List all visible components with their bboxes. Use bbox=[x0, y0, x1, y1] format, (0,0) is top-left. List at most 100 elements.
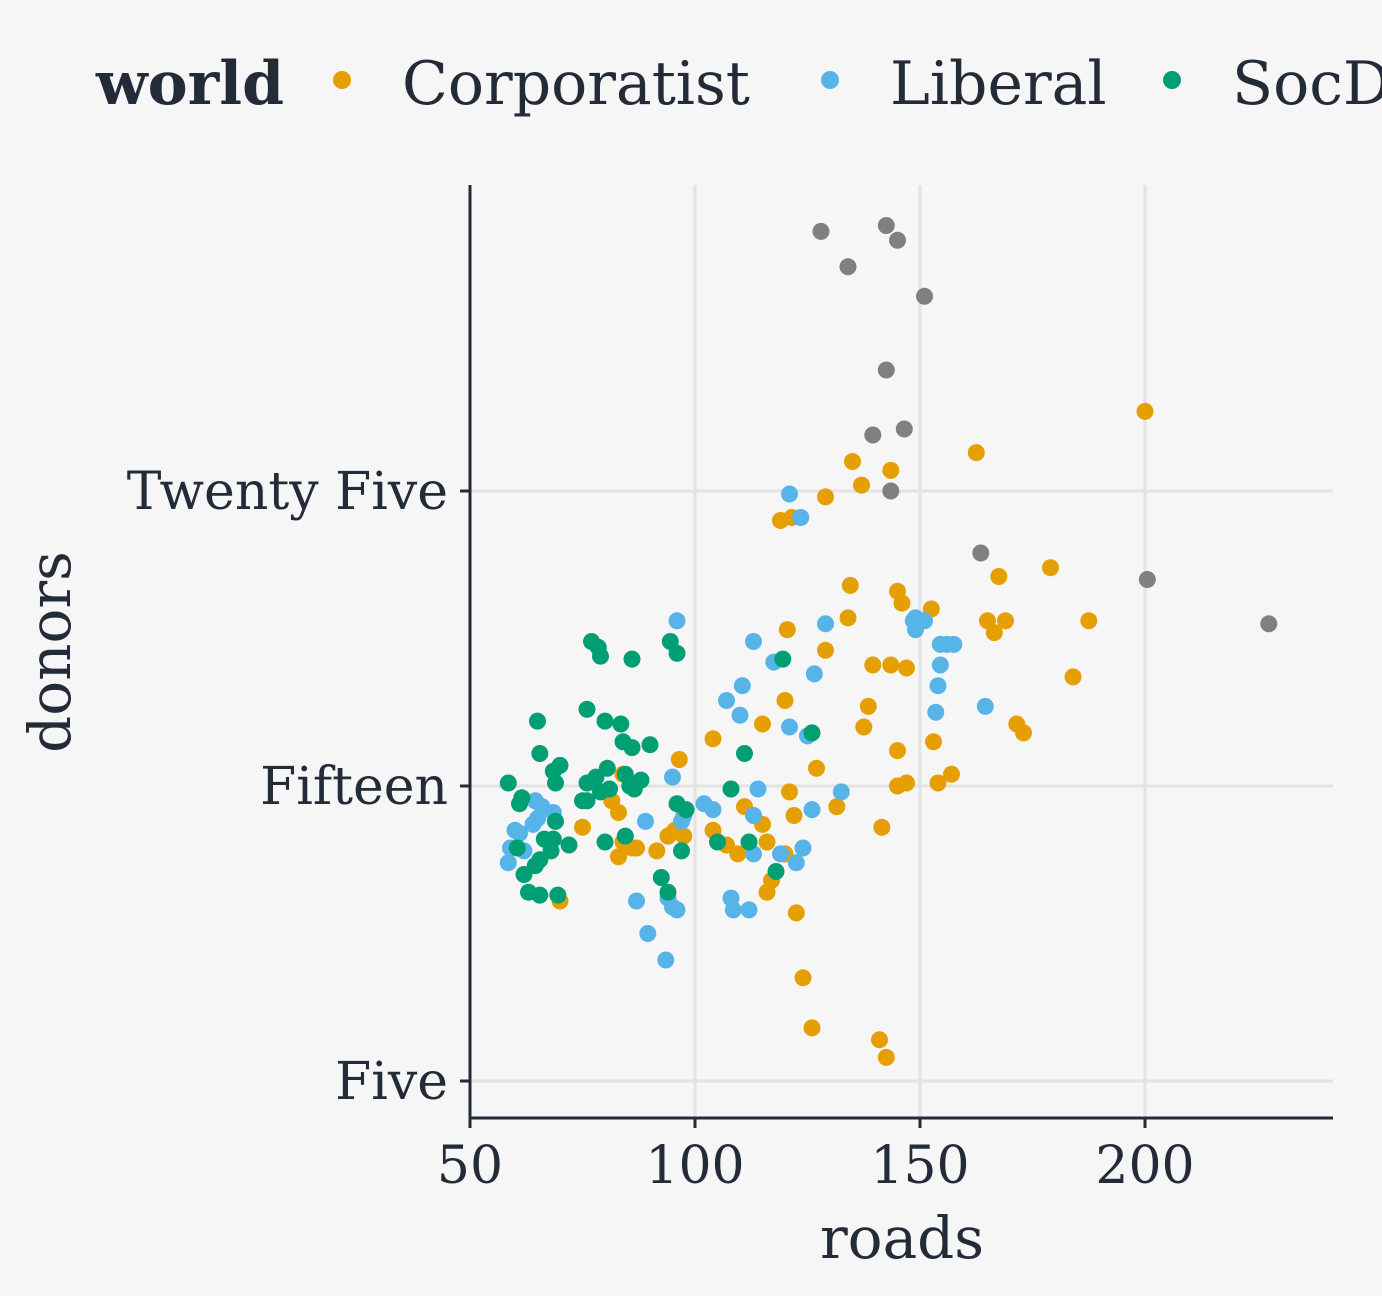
data-point bbox=[985, 624, 1003, 642]
data-point bbox=[610, 848, 627, 866]
data-point bbox=[997, 612, 1014, 630]
data-point bbox=[499, 774, 517, 792]
data-point bbox=[828, 798, 846, 816]
data-point bbox=[817, 488, 834, 506]
data-point bbox=[668, 612, 686, 630]
data-point bbox=[990, 568, 1008, 585]
legend-label: Liberal bbox=[890, 49, 1107, 119]
data-point bbox=[972, 544, 990, 562]
data-point bbox=[904, 612, 922, 630]
data-point bbox=[895, 420, 913, 438]
data-point bbox=[709, 833, 726, 851]
data-point bbox=[598, 759, 616, 777]
data-point bbox=[772, 845, 789, 863]
data-point bbox=[853, 476, 870, 494]
data-point bbox=[596, 712, 614, 730]
data-point bbox=[659, 883, 677, 901]
data-point bbox=[945, 635, 963, 653]
data-point bbox=[733, 677, 751, 695]
data-point bbox=[535, 830, 553, 848]
data-point bbox=[499, 854, 517, 872]
data-point bbox=[736, 745, 753, 762]
data-point bbox=[623, 739, 641, 757]
data-point bbox=[704, 730, 722, 748]
data-point bbox=[774, 650, 792, 668]
data-point bbox=[803, 801, 821, 819]
data-point bbox=[855, 718, 873, 736]
legend-marker bbox=[1163, 71, 1181, 89]
data-point bbox=[616, 827, 634, 845]
x-axis-title: roads bbox=[820, 1204, 984, 1272]
data-point bbox=[560, 836, 578, 854]
data-point bbox=[758, 883, 776, 901]
data-point bbox=[754, 715, 771, 733]
data-point bbox=[929, 774, 947, 792]
data-point bbox=[898, 659, 915, 677]
data-point bbox=[889, 742, 906, 760]
data-point bbox=[745, 807, 762, 824]
data-point bbox=[551, 756, 569, 774]
axes bbox=[468, 185, 1333, 1120]
data-point bbox=[549, 886, 567, 904]
data-point bbox=[859, 697, 877, 715]
data-point bbox=[623, 650, 641, 668]
data-point bbox=[758, 833, 776, 851]
ticks: 50 100 150 200 Five Fifteen Twenty Five bbox=[127, 462, 1195, 1196]
data-point bbox=[781, 718, 798, 736]
data-point bbox=[817, 641, 834, 659]
legend-title: world bbox=[95, 49, 284, 119]
data-point bbox=[1015, 724, 1032, 742]
data-point bbox=[729, 845, 747, 863]
data-point bbox=[808, 759, 825, 777]
data-point bbox=[943, 765, 960, 783]
data-point bbox=[610, 804, 627, 821]
data-points bbox=[499, 217, 1278, 1066]
legend-marker bbox=[821, 71, 839, 89]
data-point bbox=[511, 795, 528, 813]
data-point bbox=[1064, 668, 1082, 686]
data-point bbox=[677, 801, 695, 819]
data-point bbox=[574, 818, 591, 836]
data-point bbox=[787, 854, 805, 872]
data-point bbox=[731, 706, 749, 724]
data-point bbox=[805, 665, 823, 683]
data-point bbox=[531, 745, 549, 762]
data-point bbox=[670, 751, 688, 768]
data-point bbox=[749, 780, 767, 798]
data-point bbox=[531, 886, 549, 904]
data-point bbox=[547, 774, 564, 792]
data-point bbox=[668, 901, 686, 919]
data-point bbox=[925, 733, 942, 751]
data-point bbox=[873, 818, 891, 836]
data-point bbox=[675, 827, 693, 845]
data-point bbox=[841, 576, 859, 594]
data-point bbox=[882, 656, 900, 674]
data-point bbox=[664, 768, 681, 786]
data-point bbox=[781, 485, 798, 503]
data-point bbox=[740, 833, 758, 851]
data-point bbox=[929, 677, 947, 695]
data-point bbox=[785, 807, 803, 824]
data-point bbox=[625, 780, 643, 798]
legend-marker bbox=[333, 71, 351, 89]
data-point bbox=[718, 692, 735, 709]
data-point bbox=[839, 609, 857, 627]
data-point bbox=[641, 736, 659, 754]
data-point bbox=[976, 697, 994, 715]
data-point bbox=[673, 842, 690, 860]
data-point bbox=[524, 815, 542, 833]
data-point bbox=[839, 258, 857, 276]
data-point bbox=[1138, 571, 1156, 588]
data-point bbox=[781, 783, 798, 801]
data-point bbox=[916, 287, 933, 305]
data-point bbox=[889, 231, 906, 249]
data-point bbox=[877, 1048, 895, 1066]
y-tick-label: Fifteen bbox=[260, 757, 448, 817]
data-point bbox=[877, 217, 895, 234]
x-tick-label: 150 bbox=[870, 1136, 969, 1196]
data-point bbox=[596, 833, 614, 851]
data-point bbox=[1080, 612, 1098, 630]
data-point bbox=[967, 444, 985, 462]
data-point bbox=[871, 1031, 888, 1049]
